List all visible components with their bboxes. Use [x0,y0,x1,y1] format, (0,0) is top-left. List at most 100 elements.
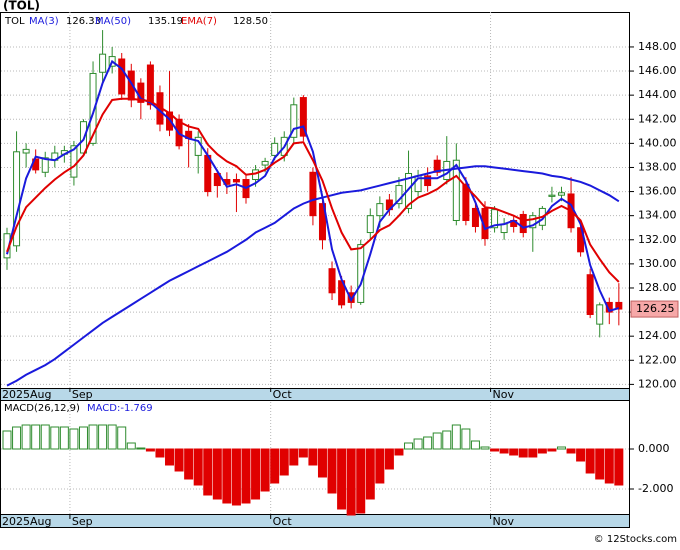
macd-bar [260,448,270,492]
legend-value: 126.33 [66,16,101,27]
y-tick-label: 124.00 [638,329,677,342]
y-tick-label: 148.00 [638,40,677,53]
macd-bar [78,426,88,450]
macd-bar [155,448,165,458]
candle-body [424,175,432,187]
candle-body [347,292,355,303]
legend-name: MA(50) [95,16,131,27]
x-tick-label: Nov [493,388,515,401]
macd-bar [375,448,385,484]
candle-body [433,159,441,173]
macd-bar [413,438,423,450]
x-tick-label: 2025Aug [2,388,51,401]
last-price-label: 126.25 [636,302,675,315]
candle-body [357,244,365,303]
candle-body [548,194,556,197]
y-tick-label: 146.00 [638,64,677,77]
macd-bar [556,446,566,450]
y-tick-label: 128.00 [638,281,677,294]
indicator-line [6,165,620,387]
chart-title: (TOL) [3,0,40,13]
macd-bar [165,448,175,466]
macd-bar [2,430,12,450]
macd-bar [614,448,624,486]
candle-body [89,72,97,144]
candle-body [204,154,212,193]
candle-body [41,157,49,173]
macd-bar [509,448,519,456]
candle-body [261,160,269,166]
candle-body [557,192,565,196]
macd-bar [145,448,155,452]
macd-bar [518,448,528,458]
candle-body [471,207,479,228]
indicator-line [6,59,620,313]
candle-body [452,159,460,221]
macd-bar [442,430,452,450]
candle-body [99,53,107,73]
y-tick-label: -2.000 [638,482,673,495]
y-tick-label: 138.00 [638,160,677,173]
y-tick-label: 0.000 [638,442,670,455]
macd-bar [451,424,461,450]
macd-bar [193,448,203,486]
candle-body [586,274,594,315]
macd-bar [184,448,194,480]
macd-bar [490,448,500,452]
legend-name: MA(3) [29,16,59,27]
candle-body [118,58,126,95]
date-strip [0,388,630,401]
macd-bar [40,424,50,450]
macd-bar [537,448,547,454]
x-tick-label: Oct [273,388,293,401]
macd-bar [432,432,442,450]
candle-body [519,213,527,234]
macd-bar [279,448,289,476]
candle-body [405,172,413,209]
x-tick-label: Nov [493,515,515,528]
candle-body [290,104,298,138]
y-tick-label: 130.00 [638,257,677,270]
footer: © 12Stocks.com [594,534,677,545]
y-tick-label: 136.00 [638,185,677,198]
x-tick-label: Oct [273,515,293,528]
macd-bar [117,426,127,450]
legend-value: 128.50 [233,16,268,27]
macd-bar [337,448,347,510]
macd-bar [566,448,576,454]
x-tick-label: 2025Aug [2,515,51,528]
candle-body [299,97,307,137]
macd-bar [241,448,251,504]
candle-body [529,215,537,229]
y-tick-label: 122.00 [638,353,677,366]
macd-bar [317,448,327,478]
x-tick-label: Sep [72,515,93,528]
candle-body [462,183,470,221]
candle-body [366,215,374,234]
macd-title: MACD(26,12,9) [4,403,80,414]
macd-bar [136,447,146,450]
y-tick-label: 120.00 [638,377,677,390]
macd-bar [346,448,356,516]
x-tick-label: Sep [72,388,93,401]
macd-bar [69,428,79,450]
candle-body [605,301,613,313]
candle-body [146,64,154,106]
macd-bar [470,440,480,450]
macd-bar [21,424,31,450]
macd-bar [356,448,366,514]
macd-bar [126,442,136,450]
macd-bar [174,448,184,472]
candle-body [13,151,21,247]
candle-body [395,185,403,205]
candle-body [376,203,384,217]
macd-bar [384,448,394,470]
macd-bar [423,436,433,450]
macd-legend: MACD:-1.769 [87,403,153,414]
y-tick-label: 134.00 [638,209,677,222]
macd-bar [231,448,241,506]
macd-bar [59,426,69,450]
macd-bar [222,448,232,504]
candle-body [127,70,135,101]
macd-bar [604,448,614,484]
